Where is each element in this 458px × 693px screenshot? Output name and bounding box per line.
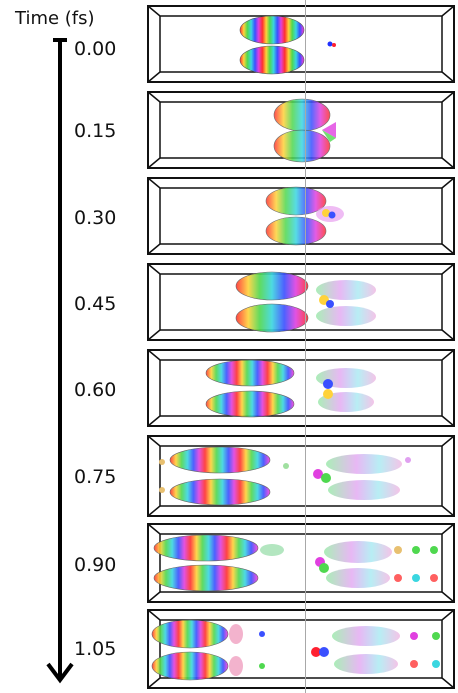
- time-label-3: 0.45: [74, 293, 117, 315]
- time-label-4: 0.60: [74, 379, 117, 401]
- frame-6: [146, 522, 456, 604]
- frame-3: [146, 262, 456, 342]
- time-label-5: 0.75: [74, 466, 117, 488]
- time-label-2: 0.30: [74, 207, 117, 229]
- time-label-0: 0.00: [74, 38, 117, 60]
- frame-5: [146, 434, 456, 518]
- frame-0: [146, 4, 456, 84]
- time-label-1: 0.15: [74, 120, 117, 142]
- frame-7: [146, 608, 456, 690]
- frame-1: [146, 90, 456, 170]
- center-reference-line: [305, 0, 306, 693]
- time-label-7: 1.05: [74, 638, 117, 660]
- time-arrow: [46, 38, 74, 684]
- time-axis-title: Time (fs): [15, 8, 95, 29]
- frame-2: [146, 176, 456, 256]
- time-label-6: 0.90: [74, 554, 117, 576]
- frame-4: [146, 348, 456, 428]
